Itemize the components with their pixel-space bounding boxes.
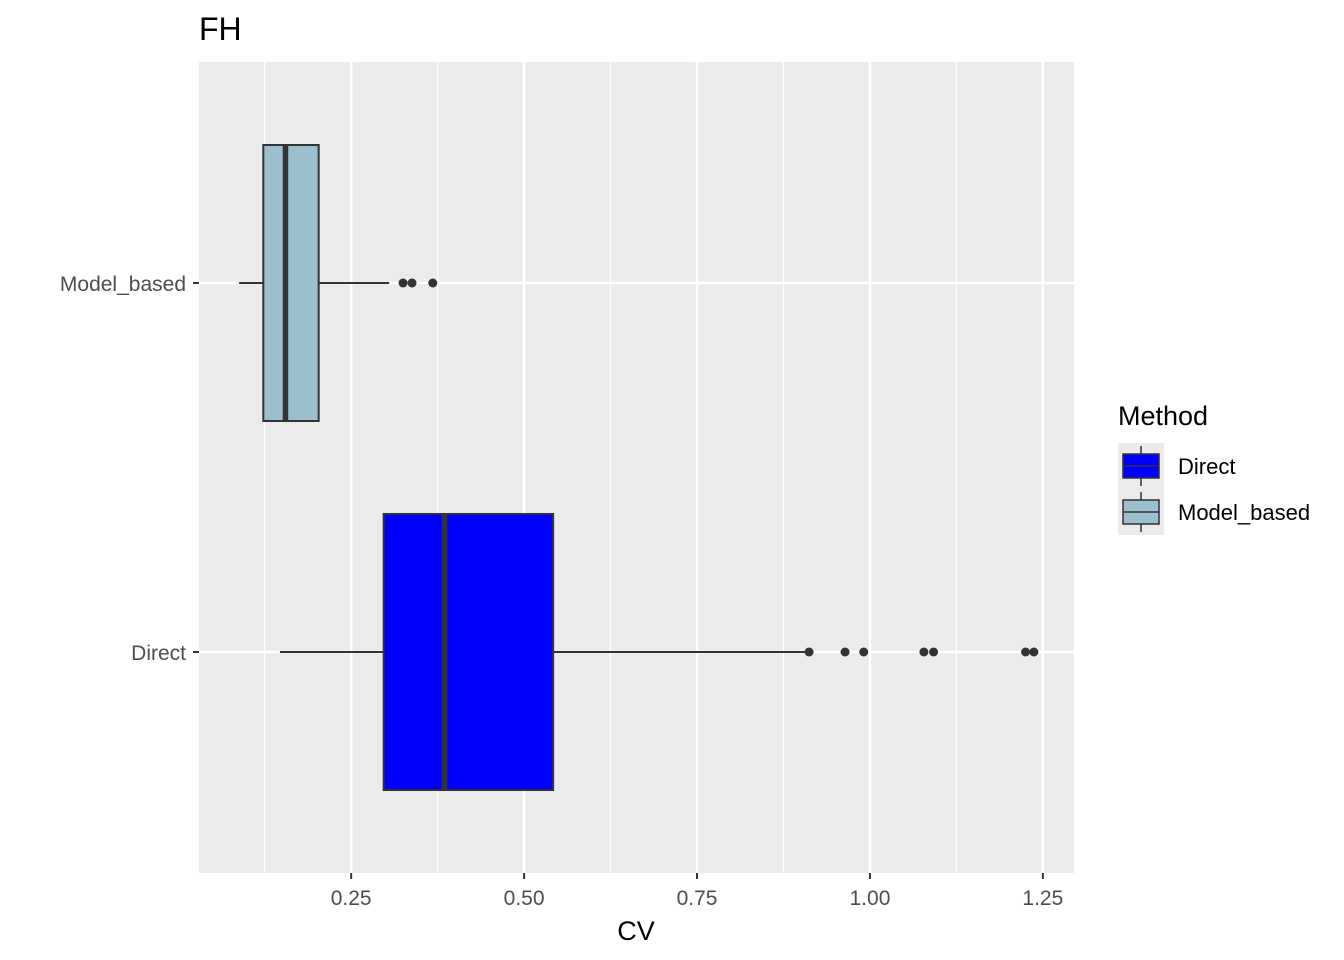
- outlier-point: [428, 278, 438, 288]
- outlier-point: [1029, 647, 1039, 657]
- outlier-point: [929, 647, 939, 657]
- outlier-point: [804, 647, 814, 657]
- chart-title: FH: [199, 11, 242, 47]
- x-tick-label: 1.00: [850, 887, 891, 910]
- y-tick-label: Model_based: [60, 273, 186, 296]
- x-axis-title: CV: [617, 916, 655, 946]
- legend-entry-label: Model_based: [1178, 500, 1310, 525]
- outlier-point: [398, 278, 408, 288]
- outlier-point: [859, 647, 869, 657]
- plot-marks: [239, 144, 1039, 791]
- legend-entry-label: Direct: [1178, 454, 1235, 479]
- x-tick-label: 0.50: [504, 887, 545, 910]
- outlier-point: [919, 647, 929, 657]
- legend-title: Method: [1118, 401, 1208, 431]
- outlier-point: [407, 278, 417, 288]
- outlier-point: [840, 647, 850, 657]
- x-tick-label: 0.75: [677, 887, 718, 910]
- plot-panel: [199, 62, 1074, 873]
- x-tick-label: 1.25: [1022, 887, 1063, 910]
- x-tick-label: 0.25: [331, 887, 372, 910]
- axes: 0.25 0.50 0.75 1.00 1.25 Model_based Direct: [60, 273, 1063, 910]
- box-iqr: [262, 144, 320, 422]
- outlier-point: [1021, 647, 1031, 657]
- legend: Method Direct Model_based: [1118, 401, 1310, 535]
- box-iqr: [382, 513, 555, 791]
- panel-background: [199, 62, 1074, 873]
- y-tick-label: Direct: [131, 642, 186, 665]
